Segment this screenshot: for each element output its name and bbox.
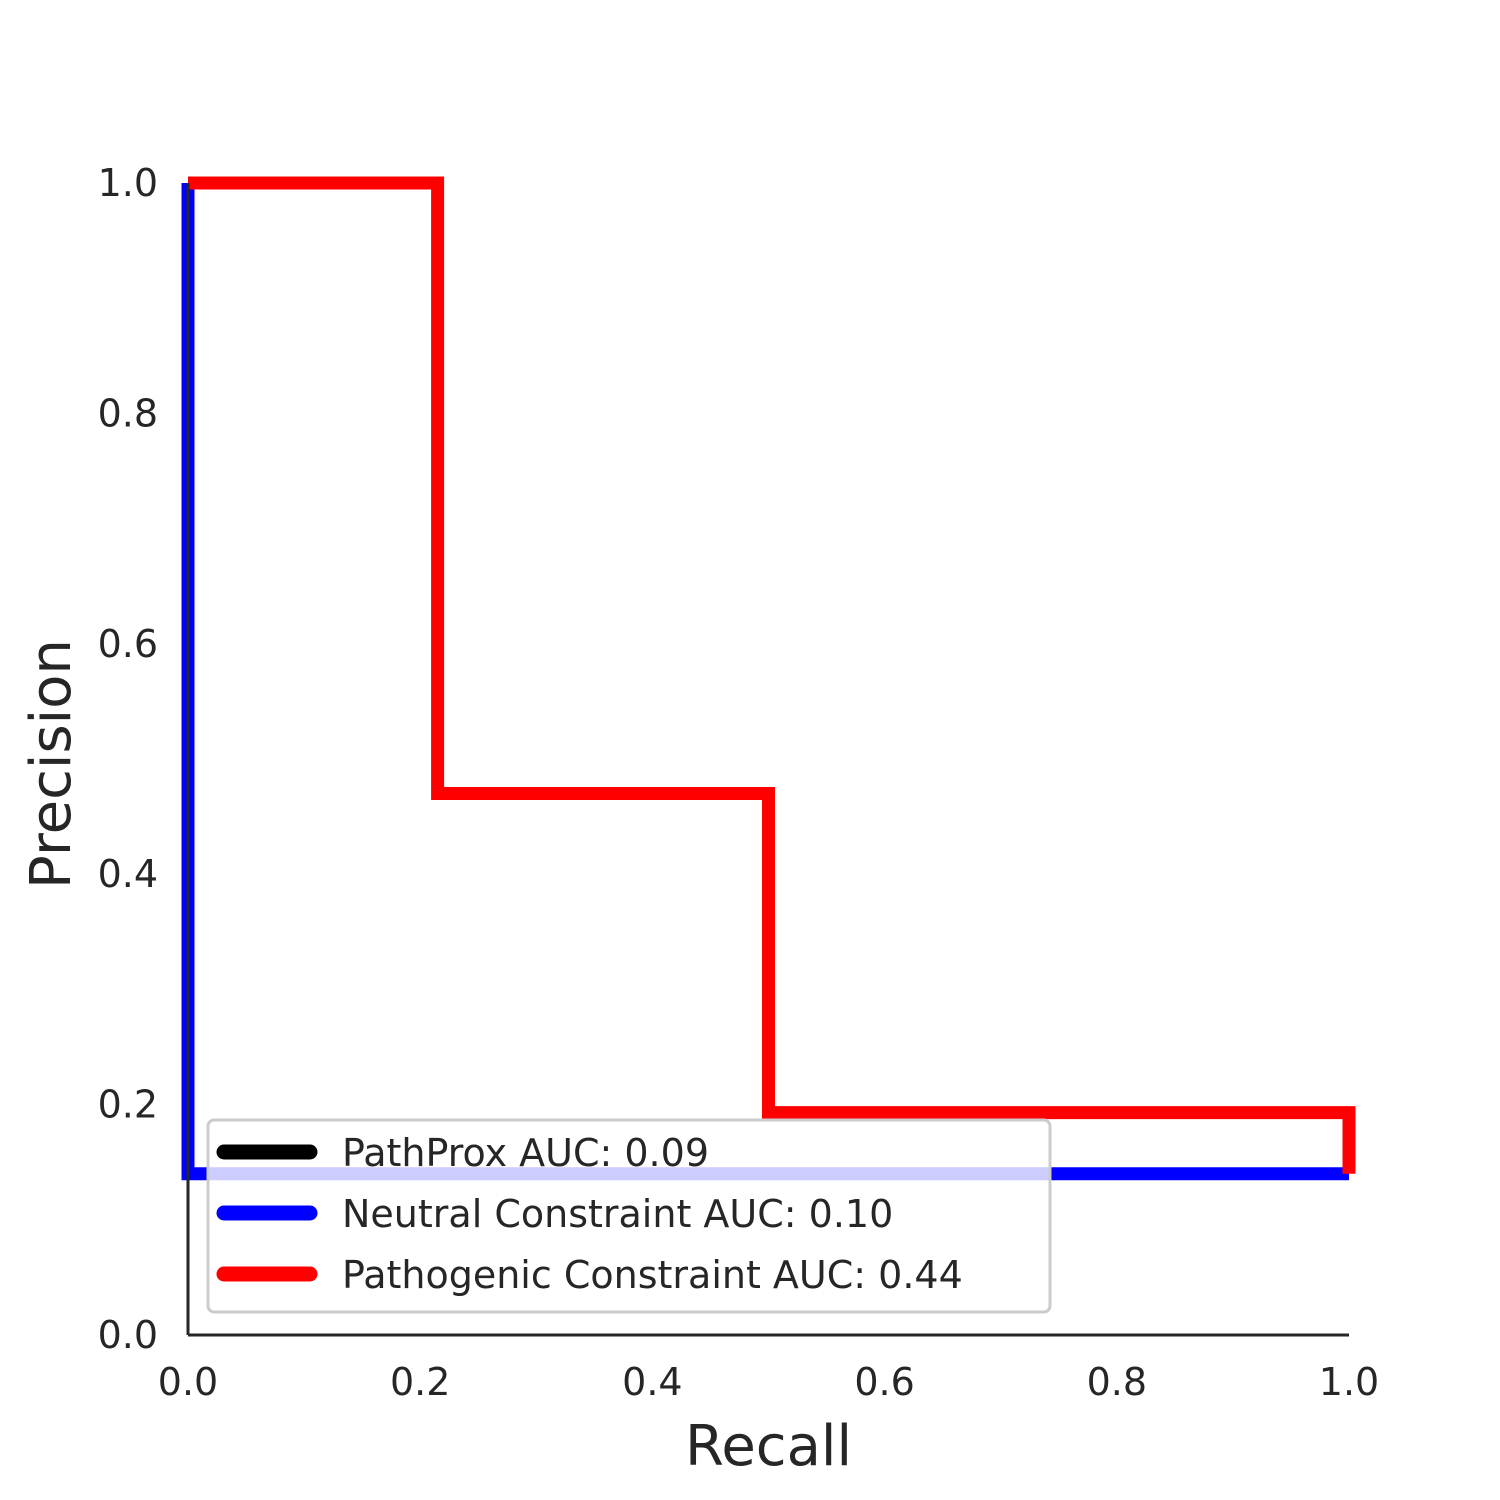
x-tick-label: 1.0 [1319,1360,1379,1404]
y-tick-label: 0.2 [98,1083,158,1127]
legend-label-2: Pathogenic Constraint AUC: 0.44 [342,1253,963,1297]
y-tick-label: 1.0 [98,161,158,205]
x-axis-title: Recall [685,1414,852,1479]
y-tick-label: 0.4 [98,852,158,896]
axes [186,183,1349,1337]
x-tick-label: 0.8 [1087,1360,1147,1404]
legend-label-0: PathProx AUC: 0.09 [342,1131,709,1175]
series-line-2 [188,176,1356,1174]
x-tick-label: 0.2 [390,1360,450,1404]
x-tick-label: 0.6 [854,1360,914,1404]
y-axis-title: Precision [19,639,84,889]
y-tick-label: 0.8 [98,391,158,435]
legend-entries: PathProx AUC: 0.09 Neutral Constraint AUC… [216,1131,963,1297]
x-tick-labels: 0.0 0.2 0.4 0.6 0.8 1.0 [158,1360,1379,1404]
y-tick-labels: 0.0 0.2 0.4 0.6 0.8 1.0 [98,161,158,1357]
legend: PathProx AUC: 0.09 Neutral Constraint AUC… [206,1118,1052,1314]
series-layer [181,176,1356,1181]
x-tick-label: 0.4 [622,1360,682,1404]
x-tick-label: 0.0 [158,1360,218,1404]
legend-label-1: Neutral Constraint AUC: 0.10 [342,1192,893,1236]
legend-box [206,1118,1052,1314]
y-tick-label: 0.6 [98,622,158,666]
y-tick-label: 0.0 [98,1313,158,1357]
